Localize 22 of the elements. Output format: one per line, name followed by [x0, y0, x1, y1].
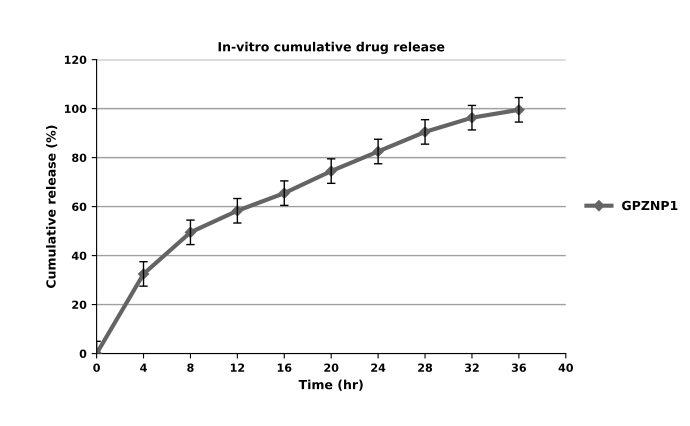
y-axis-title: Cumulative release (%) — [46, 126, 58, 288]
x-tick-label: 16 — [278, 364, 292, 372]
x-tick-label: 8 — [187, 364, 194, 372]
x-tick-label: 4 — [140, 364, 147, 372]
x-tick-label: 20 — [324, 364, 338, 372]
x-tick-label: 36 — [512, 364, 526, 372]
y-tick-label: 20 — [72, 300, 86, 309]
y-tick-label: 0 — [80, 350, 86, 358]
x-tick-label: 32 — [464, 364, 479, 372]
x-tick-label: 40 — [558, 364, 573, 372]
y-tick-label: 40 — [72, 252, 86, 260]
y-tick-label: 120 — [64, 56, 86, 64]
x-tick-label: 24 — [371, 364, 386, 372]
x-tick-label: 0 — [93, 364, 100, 372]
y-tick-label: 60 — [72, 202, 86, 211]
y-tick-label: 80 — [72, 154, 86, 162]
x-tick-label: 12 — [230, 364, 244, 372]
legend-label: GPZNP1 — [622, 200, 678, 210]
chart-title: In-vitro cumulative drug release — [218, 42, 444, 54]
x-tick-label: 28 — [418, 364, 432, 372]
y-tick-label: 100 — [64, 104, 86, 114]
x-axis-title: Time (hr) — [298, 380, 363, 391]
